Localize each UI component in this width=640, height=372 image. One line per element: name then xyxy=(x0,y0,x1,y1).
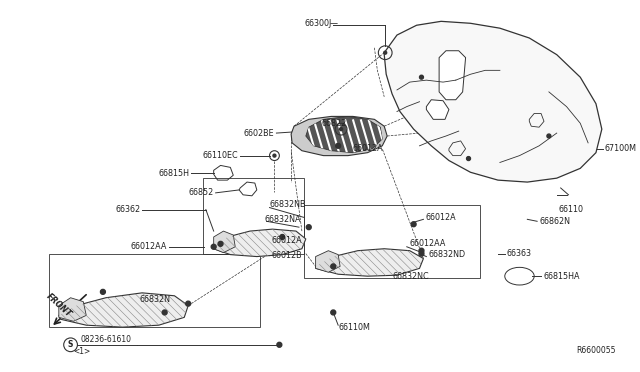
Polygon shape xyxy=(59,298,86,321)
Circle shape xyxy=(331,264,336,269)
Text: 66012A: 66012A xyxy=(271,236,302,246)
Circle shape xyxy=(162,310,167,315)
Text: 66822: 66822 xyxy=(321,119,347,128)
Circle shape xyxy=(331,310,336,315)
Bar xyxy=(304,205,480,278)
Circle shape xyxy=(336,143,340,148)
Text: 66110M: 66110M xyxy=(338,323,370,332)
Text: 6602BE: 6602BE xyxy=(244,129,275,138)
Polygon shape xyxy=(384,21,602,182)
Text: 66832ND: 66832ND xyxy=(428,250,465,259)
Text: 66012AA: 66012AA xyxy=(410,239,446,248)
Polygon shape xyxy=(291,116,387,155)
Circle shape xyxy=(547,134,551,138)
Text: 66110: 66110 xyxy=(559,205,584,214)
Polygon shape xyxy=(214,229,306,257)
Text: 66363: 66363 xyxy=(507,249,532,258)
Text: FRONT: FRONT xyxy=(44,292,73,319)
Text: 66012A: 66012A xyxy=(426,213,456,222)
Text: 66300J: 66300J xyxy=(304,19,332,28)
Circle shape xyxy=(280,234,285,240)
Text: —: — xyxy=(329,19,337,28)
Polygon shape xyxy=(306,116,382,153)
Text: R6600055: R6600055 xyxy=(576,346,616,355)
Text: 66862N: 66862N xyxy=(539,217,570,226)
Polygon shape xyxy=(214,229,306,257)
Text: 66362: 66362 xyxy=(115,205,140,214)
Text: 66832NB: 66832NB xyxy=(269,200,306,209)
Circle shape xyxy=(307,225,311,230)
Circle shape xyxy=(411,222,416,227)
Polygon shape xyxy=(316,251,340,272)
Text: 66832NA: 66832NA xyxy=(265,215,301,224)
Circle shape xyxy=(419,75,424,79)
Polygon shape xyxy=(316,249,424,276)
Text: 66815H: 66815H xyxy=(158,169,189,178)
Text: 66012A: 66012A xyxy=(353,144,383,153)
Polygon shape xyxy=(214,231,236,253)
Text: 66832N: 66832N xyxy=(139,295,170,304)
Circle shape xyxy=(340,128,342,131)
Text: 08236-61610: 08236-61610 xyxy=(81,335,131,344)
Text: 67100M: 67100M xyxy=(605,144,637,153)
Text: 66815HA: 66815HA xyxy=(543,272,579,281)
Circle shape xyxy=(277,342,282,347)
Text: S: S xyxy=(68,340,73,349)
Circle shape xyxy=(467,157,470,160)
Polygon shape xyxy=(59,293,188,327)
Circle shape xyxy=(211,244,216,249)
Polygon shape xyxy=(59,293,188,327)
Circle shape xyxy=(273,154,276,157)
Polygon shape xyxy=(316,249,424,276)
Bar xyxy=(203,178,304,254)
Circle shape xyxy=(419,248,424,253)
Circle shape xyxy=(100,289,106,294)
Text: 66012B: 66012B xyxy=(271,251,302,260)
Text: 66110EC: 66110EC xyxy=(202,151,238,160)
Text: <1>: <1> xyxy=(74,347,91,356)
Circle shape xyxy=(186,301,191,306)
Text: 66852: 66852 xyxy=(188,188,214,198)
Circle shape xyxy=(384,51,387,54)
Circle shape xyxy=(218,241,223,246)
Circle shape xyxy=(419,251,424,256)
Text: 66832NC: 66832NC xyxy=(392,272,429,281)
Text: 66012AA: 66012AA xyxy=(131,242,166,251)
Bar xyxy=(49,254,260,327)
Polygon shape xyxy=(439,51,465,100)
Polygon shape xyxy=(426,100,449,119)
